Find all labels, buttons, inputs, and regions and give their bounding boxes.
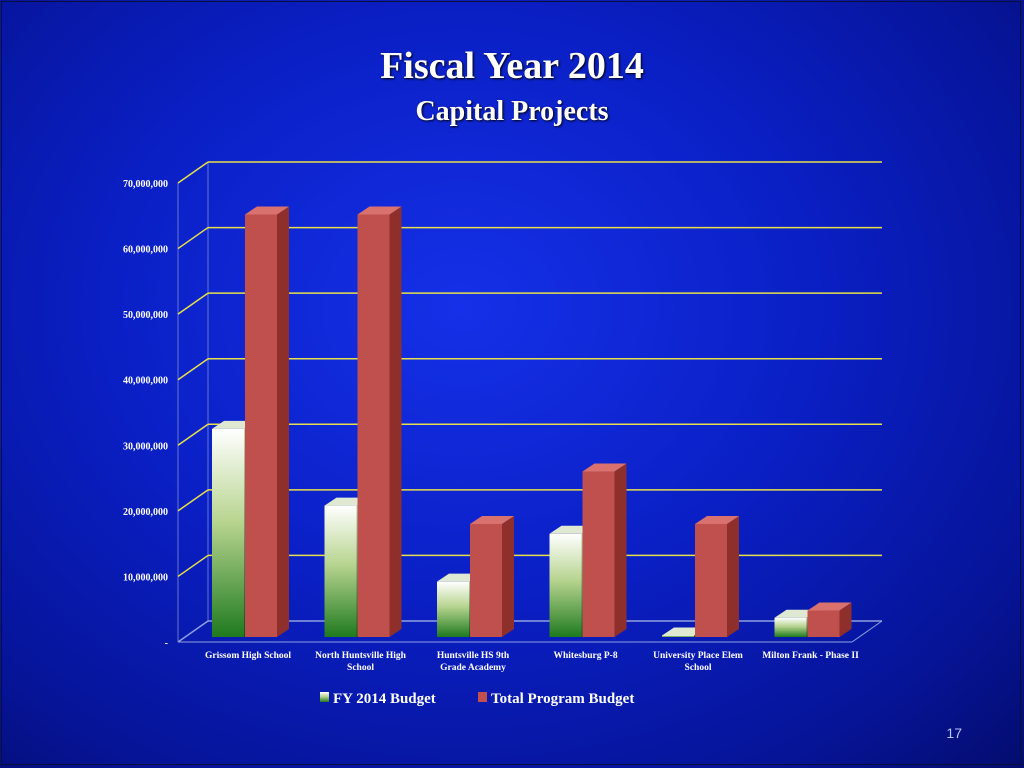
- category-label: Huntsville HS 9th: [437, 651, 510, 661]
- bar-top: [357, 206, 402, 215]
- bar-face: [774, 617, 807, 637]
- gridline-diagonal: [177, 489, 209, 512]
- category-label: Whitesburg P-8: [553, 651, 617, 661]
- bar-total-1: [357, 206, 402, 637]
- gridline-diagonal: [177, 620, 209, 643]
- bar-face: [695, 523, 727, 637]
- gridline-diagonal: [177, 358, 209, 381]
- y-tick-label: 30,000,000: [123, 441, 168, 452]
- bar-total-0: [245, 206, 289, 637]
- category-label: University Place Elem: [653, 651, 743, 661]
- legend-label-1: Total Program Budget: [491, 691, 634, 707]
- bar-face: [212, 428, 244, 637]
- bar-side: [277, 206, 289, 637]
- y-tick-label: 20,000,000: [123, 507, 168, 518]
- category-label: School: [685, 663, 712, 673]
- category-label: Grade Academy: [440, 663, 506, 673]
- category-labels: Grissom High School North Huntsville High…: [205, 651, 859, 673]
- bar-side: [502, 515, 514, 637]
- bar-side: [839, 602, 852, 637]
- bar-side: [389, 206, 402, 637]
- category-label: Milton Frank - Phase II: [762, 651, 859, 661]
- gridline-diagonal: [177, 226, 209, 250]
- floor-right-edge: [851, 620, 883, 643]
- bar-top: [695, 515, 739, 524]
- bar-face: [549, 533, 582, 637]
- bar-face: [357, 214, 390, 637]
- gridlines: [177, 161, 883, 643]
- slide-subtitle: Capital Projects: [415, 96, 609, 127]
- bar-top: [582, 463, 627, 472]
- category-label: North Huntsville High: [315, 651, 407, 661]
- bar-face: [245, 214, 277, 637]
- y-tick-label: 40,000,000: [123, 376, 168, 387]
- bar-face: [807, 610, 840, 637]
- y-tick-label: 50,000,000: [123, 310, 168, 321]
- legend-swatch-1: [478, 692, 487, 702]
- legend-swatch-0: [320, 692, 329, 702]
- bar-total-3: [582, 463, 627, 637]
- legend: FY 2014 Budget Total Program Budget: [320, 691, 634, 707]
- category-label: Grissom High School: [205, 651, 291, 661]
- y-tick-label: 60,000,000: [123, 245, 168, 256]
- bar-face: [582, 471, 615, 637]
- y-axis: - 10,000,000 20,000,000 30,000,000 40,000,00…: [123, 179, 168, 649]
- y-tick-label: -: [165, 638, 168, 649]
- gridline-diagonal: [177, 161, 209, 184]
- category-label: School: [347, 663, 374, 673]
- gridline-diagonal: [177, 423, 209, 446]
- bar-total-4: [695, 515, 739, 637]
- bar-side: [727, 515, 739, 637]
- y-tick-label: 70,000,000: [123, 179, 168, 190]
- bar-top: [245, 206, 289, 215]
- bar-total-5: [807, 602, 852, 637]
- bar-top: [807, 602, 852, 611]
- slide-title: Fiscal Year 2014: [380, 45, 644, 87]
- gridline-diagonal: [177, 554, 209, 578]
- bar-top: [470, 515, 514, 524]
- bar-face: [662, 635, 694, 637]
- bars: [212, 206, 852, 637]
- bar-face: [324, 505, 357, 637]
- bar-side: [614, 463, 627, 637]
- gridline-diagonal: [177, 292, 209, 315]
- bar-total-2: [470, 515, 514, 637]
- legend-label-0: FY 2014 Budget: [333, 691, 436, 707]
- page-number: 17: [946, 725, 962, 741]
- bar-face: [437, 581, 469, 637]
- y-tick-label: 10,000,000: [123, 572, 168, 583]
- bar-face: [470, 523, 502, 637]
